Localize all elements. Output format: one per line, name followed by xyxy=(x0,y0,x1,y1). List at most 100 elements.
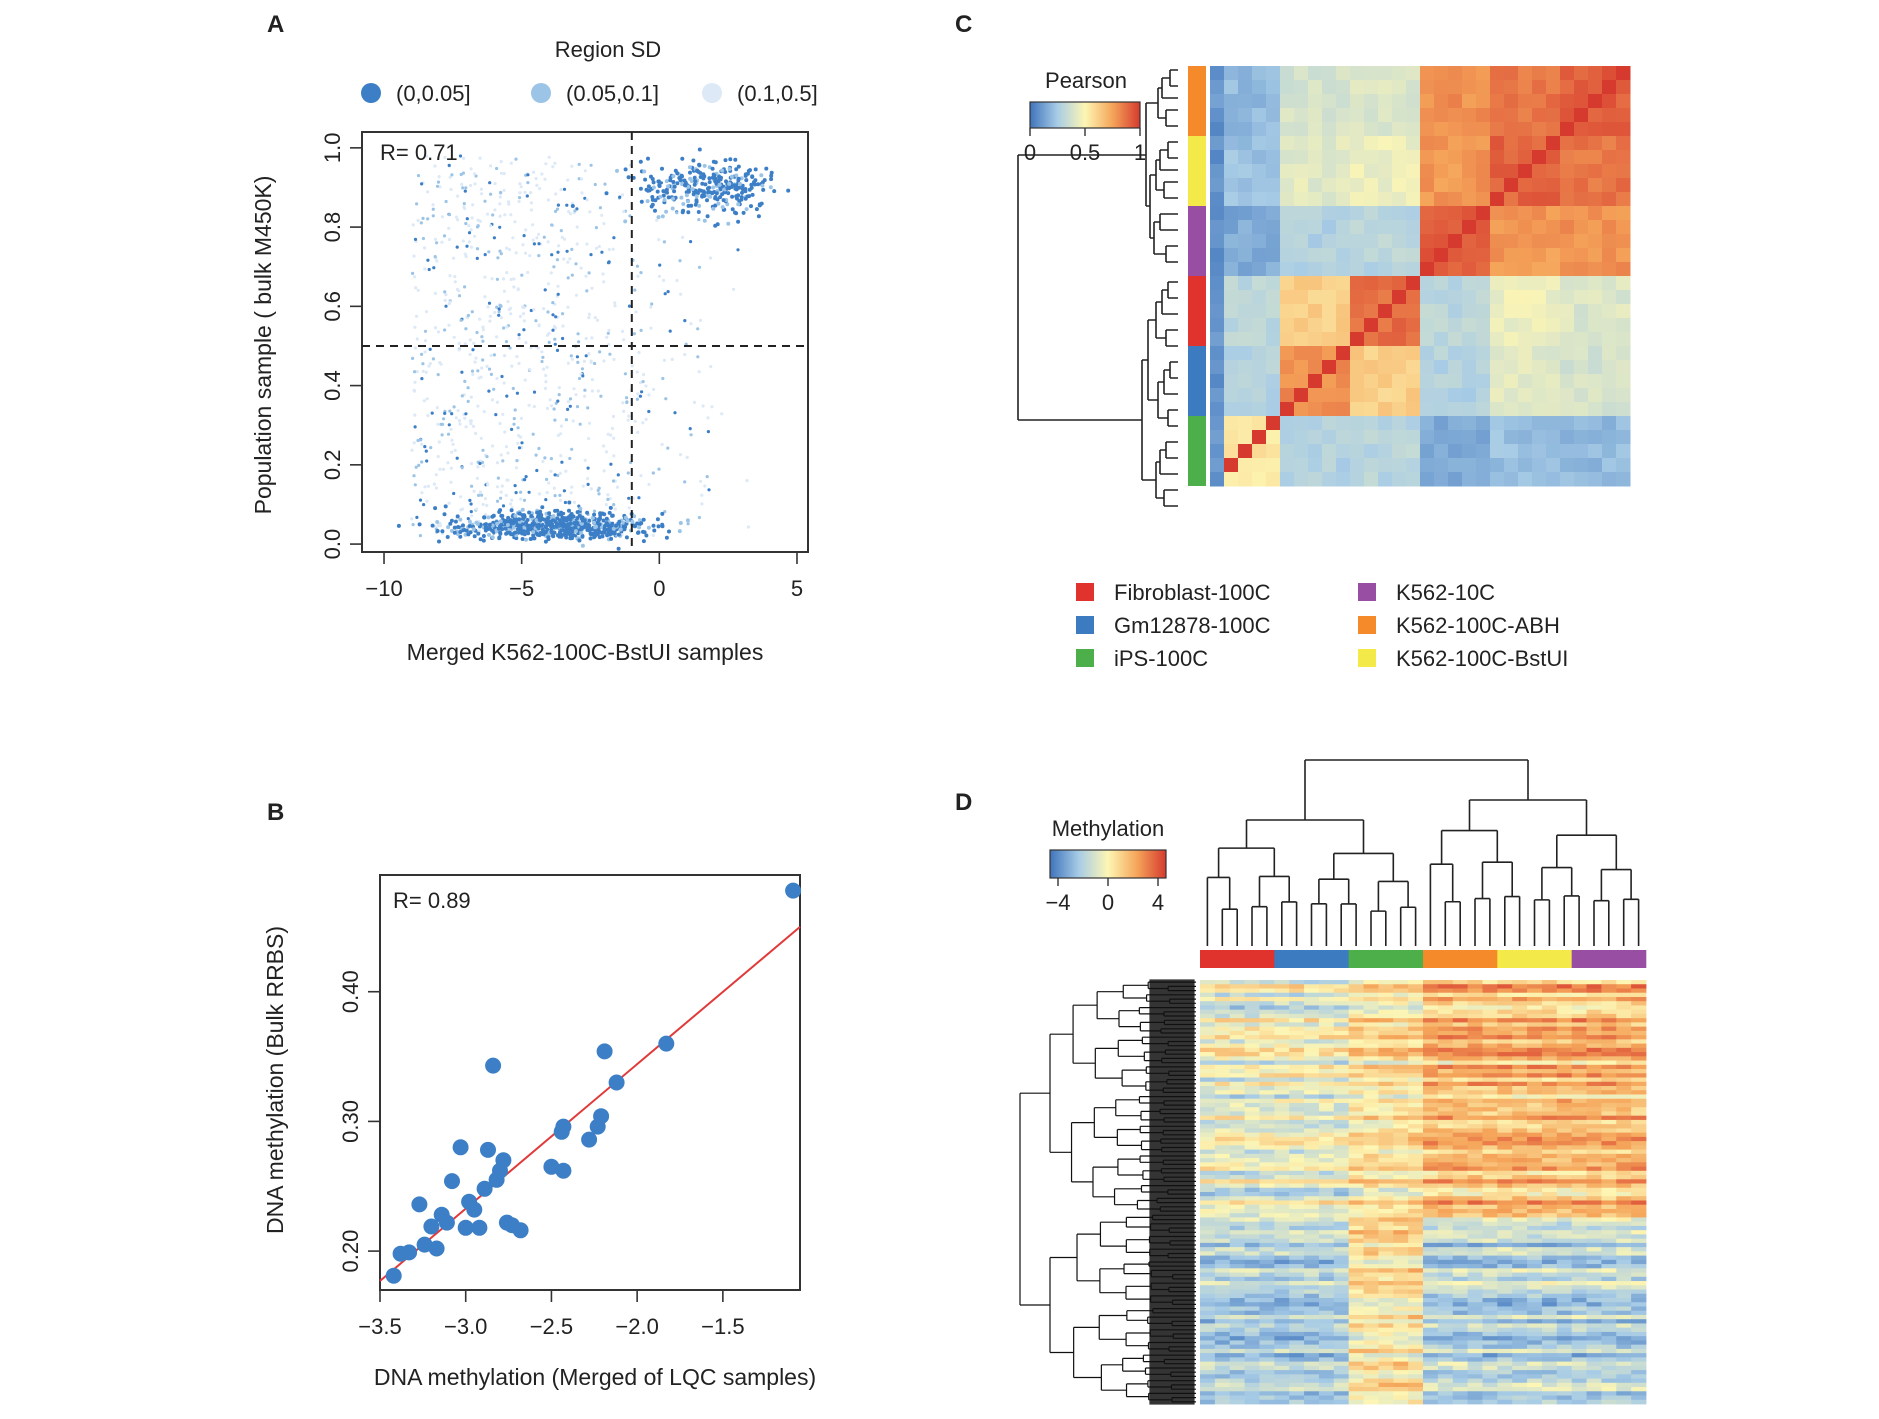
heat-cell-d xyxy=(1200,1115,1216,1121)
heat-cell-d xyxy=(1452,1264,1468,1269)
heat-cell-c xyxy=(1350,234,1365,249)
heat-cell-d xyxy=(1274,1213,1290,1218)
scatter-point-a-560 xyxy=(436,422,440,426)
heat-cell-d xyxy=(1274,1251,1290,1256)
scatter-point-a-588 xyxy=(662,240,667,244)
heat-cell-c xyxy=(1294,472,1309,487)
heat-cell-d xyxy=(1318,992,1335,998)
heat-cell-c xyxy=(1294,290,1309,305)
heat-cell-d xyxy=(1571,980,1587,985)
heat-cell-d xyxy=(1556,1230,1573,1235)
heat-cell-d xyxy=(1482,1098,1498,1104)
heat-cell-d xyxy=(1200,1158,1216,1163)
heat-cell-d xyxy=(1304,1030,1320,1036)
heat-cell-d xyxy=(1497,1179,1513,1184)
heat-cell-c xyxy=(1546,304,1561,319)
heat-cell-d xyxy=(1601,1030,1617,1036)
heat-cell-d xyxy=(1512,1183,1528,1189)
heat-cell-d xyxy=(1289,1102,1305,1108)
heat-cell-c xyxy=(1434,290,1449,305)
heat-cell-d xyxy=(1393,1213,1409,1218)
scatter-point-a-314 xyxy=(518,182,522,186)
heat-cell-d xyxy=(1497,1213,1513,1218)
heat-cell-d xyxy=(1318,1149,1335,1155)
heat-cell-d xyxy=(1408,1064,1424,1070)
column-group-bar-d xyxy=(1200,950,1647,968)
heat-cell-c xyxy=(1532,416,1547,431)
scatter-point-a-886 xyxy=(476,218,480,222)
heat-cell-c xyxy=(1308,248,1323,263)
scatter-point-a-1549 xyxy=(614,523,618,528)
heat-cell-d xyxy=(1467,1247,1483,1252)
scatter-point-a-1486 xyxy=(530,521,535,526)
heat-cell-d xyxy=(1259,1132,1275,1138)
scatter-point-a-1837 xyxy=(717,182,722,187)
heat-cell-d xyxy=(1229,1242,1245,1248)
heat-cell-d xyxy=(1304,1064,1320,1070)
heat-cell-d xyxy=(1244,1098,1260,1104)
heat-cell-d xyxy=(1289,1111,1305,1117)
scatter-point-a-1777 xyxy=(681,202,686,206)
heat-cell-c xyxy=(1462,80,1477,95)
scatter-point-a-1466 xyxy=(521,515,526,520)
heat-cell-c xyxy=(1336,444,1351,459)
heat-cell-c xyxy=(1532,430,1547,445)
heat-cell-d xyxy=(1393,1183,1409,1189)
heat-cell-d xyxy=(1452,1009,1468,1015)
scatter-point-b-26 xyxy=(555,1118,572,1135)
heat-cell-c xyxy=(1238,276,1253,291)
scatter-point-a-177 xyxy=(582,359,587,363)
scatter-point-a-437 xyxy=(412,389,416,393)
heat-cell-d xyxy=(1274,1005,1290,1011)
heat-cell-d xyxy=(1363,1022,1379,1028)
scatter-point-a-764 xyxy=(505,271,509,275)
scatter-point-a-360 xyxy=(495,461,500,465)
heat-cell-d xyxy=(1437,1124,1454,1129)
heat-cell-c xyxy=(1280,80,1295,95)
heat-cell-d xyxy=(1541,1064,1558,1070)
annotation-a: R= 0.71 xyxy=(380,140,458,165)
heat-cell-c xyxy=(1588,332,1603,347)
heat-cell-d xyxy=(1348,984,1364,989)
scatter-point-a-323 xyxy=(519,490,523,494)
heat-cell-d xyxy=(1631,988,1647,994)
heat-cell-c xyxy=(1224,248,1239,263)
heat-cell-d xyxy=(1527,1073,1543,1078)
heat-cell-d xyxy=(1274,1098,1290,1104)
scatter-point-a-41 xyxy=(559,432,563,436)
scatter-point-a-1833 xyxy=(700,194,705,199)
scatter-point-a-1525 xyxy=(511,521,516,526)
scatter-point-a-761 xyxy=(565,203,569,207)
heat-cell-c xyxy=(1518,458,1533,473)
heat-cell-c xyxy=(1448,192,1463,207)
heat-cell-d xyxy=(1512,1208,1528,1214)
heat-cell-d xyxy=(1423,1213,1439,1218)
scatter-point-a-564 xyxy=(436,180,441,184)
heat-cell-c xyxy=(1252,318,1267,333)
heat-cell-c xyxy=(1266,402,1281,417)
heat-cell-d xyxy=(1244,1094,1260,1100)
heat-cell-c xyxy=(1322,346,1337,361)
heat-cell-d xyxy=(1363,1187,1379,1193)
heat-cell-c xyxy=(1532,136,1547,151)
heat-cell-c xyxy=(1350,290,1365,305)
heat-cell-d xyxy=(1482,1136,1498,1142)
heat-cell-c xyxy=(1490,276,1505,291)
scatter-point-b-13 xyxy=(466,1201,483,1218)
scatter-point-a-894 xyxy=(577,162,581,166)
heat-cell-d xyxy=(1467,1107,1483,1112)
legend-c: Fibroblast-100CGm12878-100CiPS-100CK562-… xyxy=(1076,580,1568,671)
heat-cell-d xyxy=(1616,1115,1632,1121)
scatter-point-a-415 xyxy=(587,352,591,356)
heat-cell-d xyxy=(1259,1179,1275,1184)
heat-cell-c xyxy=(1448,122,1463,137)
scatter-point-b-6 xyxy=(428,1240,445,1257)
scatter-point-a-53 xyxy=(589,163,593,167)
heat-cell-c xyxy=(1574,248,1589,263)
heat-cell-d xyxy=(1289,996,1305,1002)
scatter-point-a-565 xyxy=(489,353,493,358)
scatter-point-a-703 xyxy=(558,498,563,502)
heat-cell-c xyxy=(1588,66,1603,81)
x-tick-label-a: 0 xyxy=(653,576,665,601)
heat-cell-d xyxy=(1229,1259,1245,1265)
